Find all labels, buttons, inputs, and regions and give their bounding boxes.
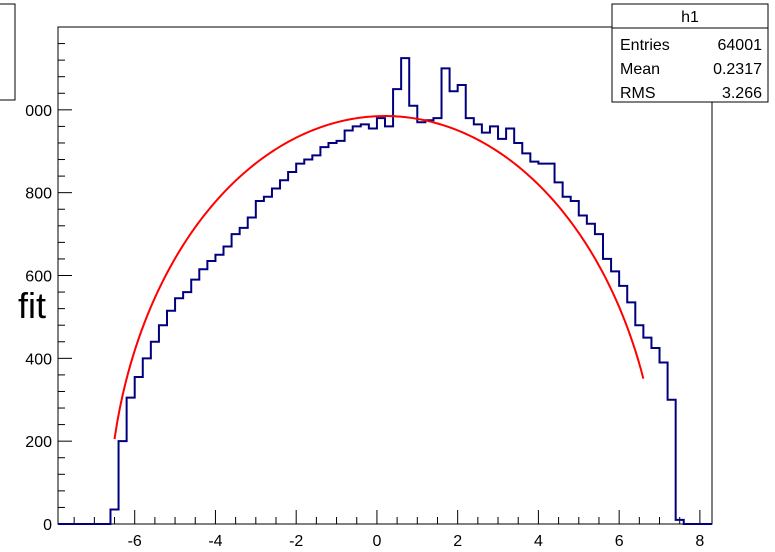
y-tick-label: 400 [25, 351, 52, 368]
stats-mean-value: 0.2317 [713, 61, 762, 78]
stats-mean-label: Mean [620, 61, 660, 78]
stats-entries-label: Entries [620, 37, 670, 54]
stats-rms-value: 3.266 [722, 85, 762, 102]
x-tick-label: -6 [128, 533, 142, 550]
y-tick-label: 000 [25, 103, 52, 120]
x-tick-label: -2 [289, 533, 303, 550]
clipped-legend-box [0, 3, 16, 101]
x-tick-labels: -6 -4 -2 0 2 4 6 8 [128, 533, 705, 550]
y-axis-label: fit [18, 285, 46, 326]
x-tick-label: 0 [372, 533, 381, 550]
x-tick-label: 2 [453, 533, 462, 550]
histogram-series [58, 57, 712, 525]
x-tick-label: 6 [615, 533, 624, 550]
y-tick-label: 600 [25, 269, 52, 286]
stats-rms-label: RMS [620, 85, 656, 102]
x-tick-label: 8 [695, 533, 704, 550]
stats-title: h1 [681, 9, 699, 26]
stats-box: h1 Entries 64001 Mean 0.2317 RMS 3.266 [611, 3, 769, 103]
stats-entries-value: 64001 [718, 37, 763, 54]
y-tick-label: 0 [43, 517, 52, 534]
x-tick-label: -4 [208, 533, 222, 550]
y-tick-labels: 0 200 400 600 800 000 [25, 103, 52, 534]
y-tick-label: 800 [25, 186, 52, 203]
x-tick-label: 4 [534, 533, 543, 550]
y-tick-label: 200 [25, 434, 52, 451]
axis-ticks [58, 26, 701, 525]
fit-curve [113, 115, 645, 440]
